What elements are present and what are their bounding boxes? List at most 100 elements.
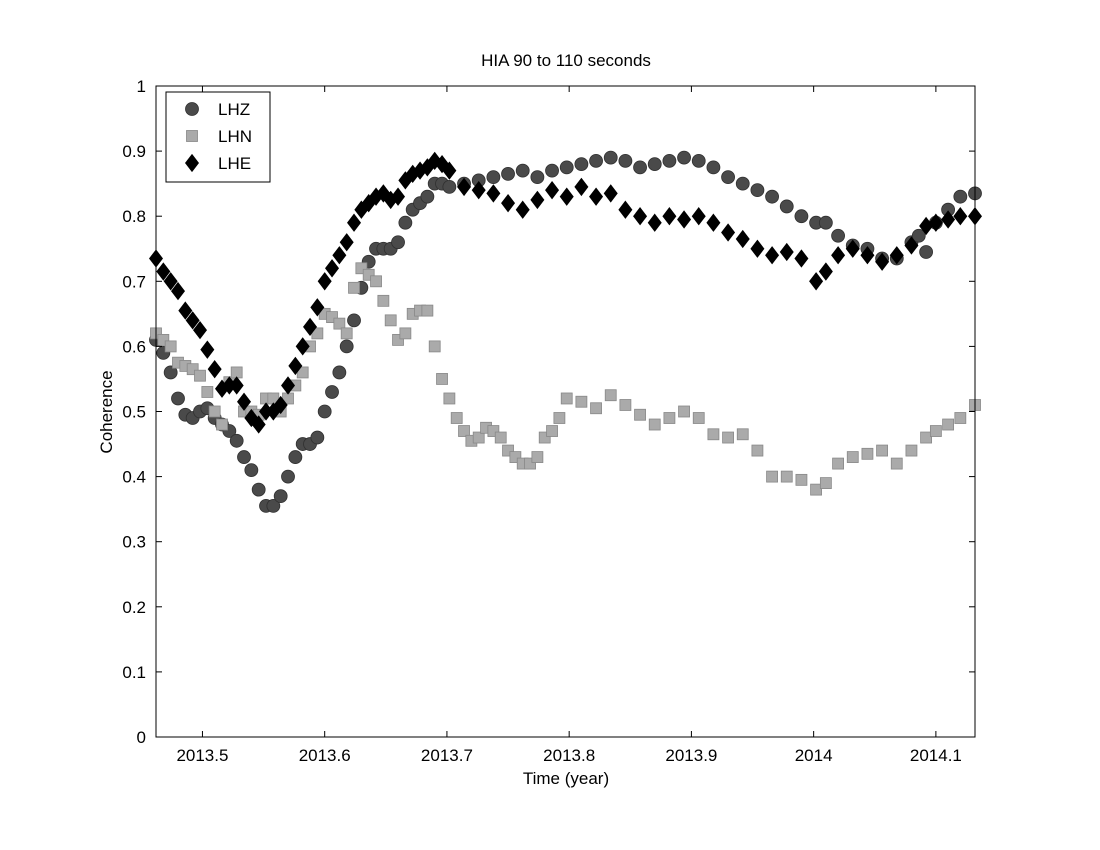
point-lhe [875,252,890,271]
point-lhe [691,207,706,226]
x-tick-label: 2014 [795,746,833,765]
point-lhe [325,259,340,278]
x-tick-label: 2013.8 [543,746,595,765]
point-lhn [819,477,832,490]
y-tick-label: 0.4 [122,468,146,487]
y-tick-label: 0.2 [122,598,146,617]
point-lhe [831,246,846,265]
point-lhe [845,239,860,258]
x-tick-label: 2013.5 [176,746,228,765]
point-lhn [832,457,844,470]
point-lhn [560,392,573,405]
point-lhe [750,239,765,258]
point-lhe [303,317,318,337]
point-lhz [501,166,515,181]
point-lhn [443,392,456,405]
point-lhn [326,311,338,324]
point-lhn [634,408,646,421]
point-lhe [706,213,721,232]
point-lhn [905,444,918,457]
point-lhn [494,431,507,444]
point-lhn [780,470,793,483]
point-lhn [692,412,705,424]
point-lhe [471,181,486,200]
point-lhn [604,389,617,402]
point-lhz [317,404,332,419]
point-lhn [428,340,441,353]
point-lhn [890,457,903,470]
point-lhz [347,313,361,328]
point-lhe [779,242,794,262]
y-tick-label: 0 [137,728,146,747]
point-lhe [339,233,354,252]
point-lhe [545,181,560,200]
point-lhe [953,207,968,226]
y-tick-label: 0.7 [122,272,146,291]
point-lhe [207,360,222,379]
point-lhz [691,153,706,168]
point-lhn [736,428,749,441]
point-lhe [237,392,252,411]
point-lhn [722,431,734,444]
point-lhn [678,405,690,418]
point-lhn [157,333,170,346]
point-lhe [677,210,692,229]
x-tick-label: 2013.9 [665,746,717,765]
y-tick-label: 0.9 [122,142,146,161]
point-lhe [251,415,266,434]
point-lhz [398,215,413,230]
point-lhe [589,187,604,206]
point-lhe [662,207,677,226]
point-lhn [472,431,485,444]
point-lhe [486,184,501,203]
point-lhn [340,327,353,340]
point-lhe [442,161,457,180]
point-lhn [751,444,764,457]
point-lhz [420,189,435,204]
point-lhe [244,408,259,428]
point-lhe [288,356,303,376]
point-lhn [450,412,463,424]
point-lhe [310,298,325,317]
point-lhn [186,363,199,376]
point-lhz [442,180,457,194]
point-lhe [809,272,824,291]
point-lhz [281,469,295,484]
point-lhn [458,425,470,437]
point-lhe [391,187,406,206]
y-tick-label: 0.8 [122,207,146,226]
point-lhz [589,153,603,168]
point-lhe [281,376,296,395]
y-tick-label: 0.5 [122,403,146,422]
point-lhz [647,157,662,172]
point-lhe [178,301,193,320]
point-lhe [794,249,809,268]
point-lhn [810,483,822,496]
point-lhn [487,425,500,437]
point-lhn [546,425,558,437]
point-lhz [325,385,339,399]
point-lhn [553,412,566,424]
point-lhz [677,150,691,165]
point-lhn [766,470,778,483]
point-lhn [846,451,859,463]
point-lhz [574,157,589,172]
point-lhz [765,189,779,204]
x-tick-label: 2013.6 [299,746,351,765]
point-lhn [648,418,661,431]
point-lhn [362,268,375,281]
y-axis: 0 0.1 0.2 0.3 0.4 0.5 0.6 0.7 0.8 0.9 1 [122,77,975,747]
point-lhz [288,450,303,464]
point-lhz [721,170,735,185]
series-lhn [150,262,981,496]
point-lhe [347,213,362,232]
point-lhn [436,373,448,385]
point-lhe [457,177,472,197]
point-lhe [860,246,875,265]
point-lhn [531,451,544,463]
x-tick-label: 2013.7 [421,746,473,765]
point-lhz [310,430,325,445]
y-tick-label: 0.6 [122,337,146,356]
point-lhz [735,176,750,191]
point-lhe [156,262,171,281]
